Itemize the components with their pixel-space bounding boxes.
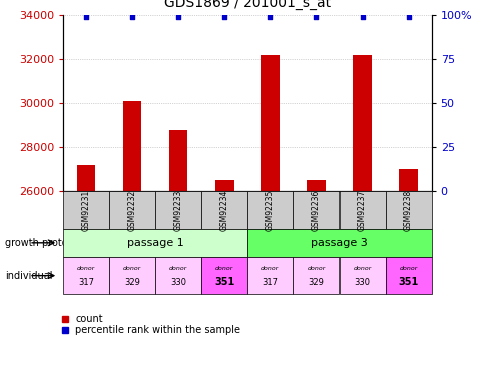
Text: donor: donor (169, 266, 187, 272)
Text: 330: 330 (354, 278, 370, 287)
Text: passage 1: passage 1 (126, 238, 183, 248)
Point (220, 14, 227, 20)
Text: donor: donor (261, 266, 279, 272)
Text: GSM92231: GSM92231 (81, 189, 91, 231)
Text: donor: donor (77, 266, 95, 272)
Text: percentile rank within the sample: percentile rank within the sample (75, 325, 240, 335)
Bar (168, 130, 187, 191)
Text: donor: donor (215, 266, 233, 272)
Point (312, 14, 319, 20)
Text: 317: 317 (78, 278, 94, 287)
Text: 329: 329 (308, 278, 324, 287)
Text: GSM92237: GSM92237 (357, 189, 366, 231)
Text: GSM92232: GSM92232 (127, 189, 136, 231)
Text: individual: individual (5, 271, 52, 280)
Text: GSM92235: GSM92235 (265, 189, 274, 231)
Point (174, 14, 182, 20)
Text: GSM92238: GSM92238 (403, 189, 412, 231)
Text: passage 3: passage 3 (310, 238, 367, 248)
Text: donor: donor (307, 266, 325, 272)
Text: donor: donor (399, 266, 417, 272)
Text: 329: 329 (124, 278, 140, 287)
Text: 351: 351 (214, 278, 234, 287)
Point (82, 14, 90, 20)
Bar (260, 55, 279, 191)
Point (404, 14, 411, 20)
Text: 317: 317 (262, 278, 278, 287)
Text: GSM92233: GSM92233 (173, 189, 182, 231)
Title: GDS1869 / 201001_s_at: GDS1869 / 201001_s_at (164, 0, 330, 10)
Text: 330: 330 (170, 278, 186, 287)
Text: donor: donor (353, 266, 371, 272)
Bar (307, 180, 325, 191)
Text: growth protocol: growth protocol (5, 238, 81, 248)
Text: count: count (75, 314, 103, 324)
Bar (398, 169, 417, 191)
Bar (123, 101, 141, 191)
Text: GSM92236: GSM92236 (311, 189, 320, 231)
Bar (76, 165, 95, 191)
Text: GSM92234: GSM92234 (219, 189, 228, 231)
Bar (352, 55, 371, 191)
Text: donor: donor (123, 266, 141, 272)
Text: 351: 351 (398, 278, 418, 287)
Point (128, 14, 136, 20)
Point (266, 14, 273, 20)
Point (358, 14, 365, 20)
Bar (214, 180, 233, 191)
